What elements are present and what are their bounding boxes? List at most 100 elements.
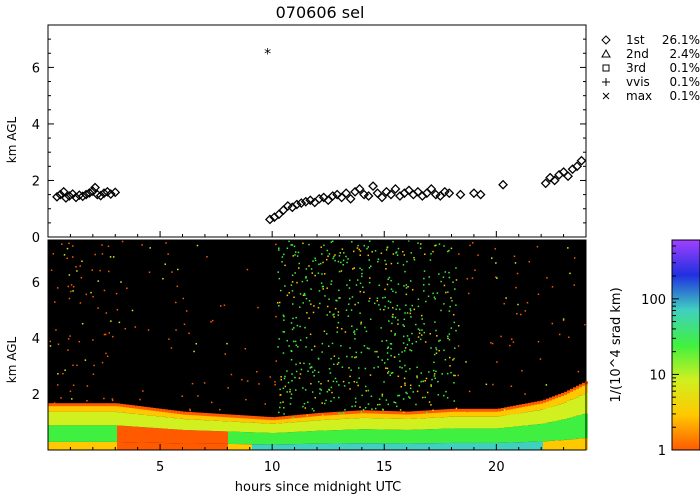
heatmap-cell xyxy=(378,429,381,444)
heatmap-speckle xyxy=(282,331,285,333)
heatmap-cell xyxy=(549,440,552,450)
heatmap-cell xyxy=(534,410,537,425)
heatmap-speckle xyxy=(354,405,357,407)
heatmap-cell xyxy=(372,429,375,444)
heatmap-speckle xyxy=(176,285,179,288)
heatmap-speckle xyxy=(330,241,333,243)
heatmap-speckle xyxy=(409,387,412,390)
heatmap-speckle xyxy=(406,260,408,263)
heatmap-speckle xyxy=(453,357,455,360)
heatmap-speckle xyxy=(390,343,393,345)
heatmap-speckle xyxy=(386,283,389,286)
heatmap-speckle xyxy=(394,316,397,319)
heatmap-cell xyxy=(159,410,162,417)
heatmap-speckle xyxy=(203,382,206,384)
heatmap-speckle xyxy=(368,300,370,302)
heatmap-cell xyxy=(360,417,363,430)
heatmap-cell xyxy=(438,428,441,444)
heatmap-speckle xyxy=(337,314,340,316)
heatmap-speckle xyxy=(435,352,438,354)
heatmap-fringe xyxy=(435,409,438,413)
heatmap-cell xyxy=(348,418,351,430)
heatmap-cell xyxy=(564,419,567,440)
heatmap-speckle xyxy=(103,289,106,292)
heatmap-speckle xyxy=(394,401,397,404)
heatmap-cell xyxy=(471,416,474,429)
heatmap-speckle xyxy=(417,336,420,338)
heatmap-speckle xyxy=(278,277,281,280)
heatmap-speckle xyxy=(432,292,434,295)
heatmap-cell xyxy=(438,417,441,429)
heatmap-cell xyxy=(144,408,147,415)
heatmap-cell xyxy=(396,443,399,450)
heatmap-fringe xyxy=(240,415,243,419)
diamond-point xyxy=(291,199,302,210)
heatmap-speckle xyxy=(455,304,457,306)
heatmap-cell xyxy=(255,432,258,445)
heatmap-speckle xyxy=(210,321,212,323)
heatmap-cell xyxy=(492,410,495,417)
heatmap-cell xyxy=(120,425,123,443)
heatmap-cell xyxy=(522,405,525,413)
heatmap-speckle xyxy=(428,401,431,403)
heatmap-cell xyxy=(237,421,240,432)
heatmap-speckle xyxy=(357,367,360,369)
heatmap-cell xyxy=(87,441,90,450)
heatmap-fringe xyxy=(465,408,468,412)
heatmap-speckle xyxy=(469,244,471,247)
legend-x-icon xyxy=(602,92,610,100)
heatmap-cell xyxy=(558,440,561,450)
heatmap-cell xyxy=(528,404,531,412)
heatmap-fringe xyxy=(120,403,123,407)
heatmap-fringe xyxy=(90,403,93,407)
heatmap-cell xyxy=(441,428,444,444)
heatmap-cell xyxy=(498,416,501,429)
chart-title: 070606 sel xyxy=(276,3,365,22)
heatmap-speckle xyxy=(302,294,305,296)
heatmap-speckle xyxy=(101,244,103,246)
heatmap-speckle xyxy=(313,410,315,412)
heatmap-cell xyxy=(264,444,267,450)
heatmap-cell xyxy=(495,416,498,429)
heatmap-cell xyxy=(387,443,390,450)
heatmap-speckle xyxy=(326,287,328,289)
heatmap-speckle xyxy=(314,259,317,262)
heatmap-speckle xyxy=(447,335,449,338)
diamond-point xyxy=(314,193,325,204)
heatmap-speckle xyxy=(226,342,228,345)
heatmap-speckle xyxy=(317,272,320,274)
heatmap-cell xyxy=(402,418,405,430)
heatmap-speckle xyxy=(292,255,295,257)
heatmap-cell xyxy=(489,410,492,417)
heatmap-speckle xyxy=(317,306,320,309)
heatmap-speckle xyxy=(112,335,114,338)
heatmap-cell xyxy=(552,398,555,407)
heatmap-speckle xyxy=(536,245,539,248)
heatmap-cell xyxy=(279,418,282,424)
heatmap-speckle xyxy=(103,397,105,400)
heatmap-speckle xyxy=(193,350,195,353)
heatmap-speckle xyxy=(405,287,408,289)
heatmap-speckle xyxy=(337,311,340,313)
heatmap-cell xyxy=(285,422,288,433)
heatmap-cell xyxy=(546,441,549,450)
heatmap-speckle xyxy=(351,405,353,408)
heatmap-cell xyxy=(99,425,102,442)
bottom-xtick-label: 5 xyxy=(156,460,164,475)
heatmap-speckle xyxy=(292,416,294,419)
heatmap-cell xyxy=(369,412,372,419)
heatmap-speckle xyxy=(294,389,297,391)
heatmap-fringe xyxy=(543,399,546,403)
heatmap-cell xyxy=(228,416,231,422)
legend-percent: 2.4% xyxy=(670,47,700,61)
heatmap-speckle xyxy=(334,254,336,256)
heatmap-speckle xyxy=(385,367,387,369)
heatmap-cell xyxy=(201,430,204,444)
heatmap-speckle xyxy=(492,383,494,386)
heatmap-cell xyxy=(231,431,234,444)
heatmap-speckle xyxy=(334,377,337,380)
heatmap-speckle xyxy=(409,308,412,310)
heatmap-cell xyxy=(516,407,519,414)
heatmap-cell xyxy=(63,411,66,426)
